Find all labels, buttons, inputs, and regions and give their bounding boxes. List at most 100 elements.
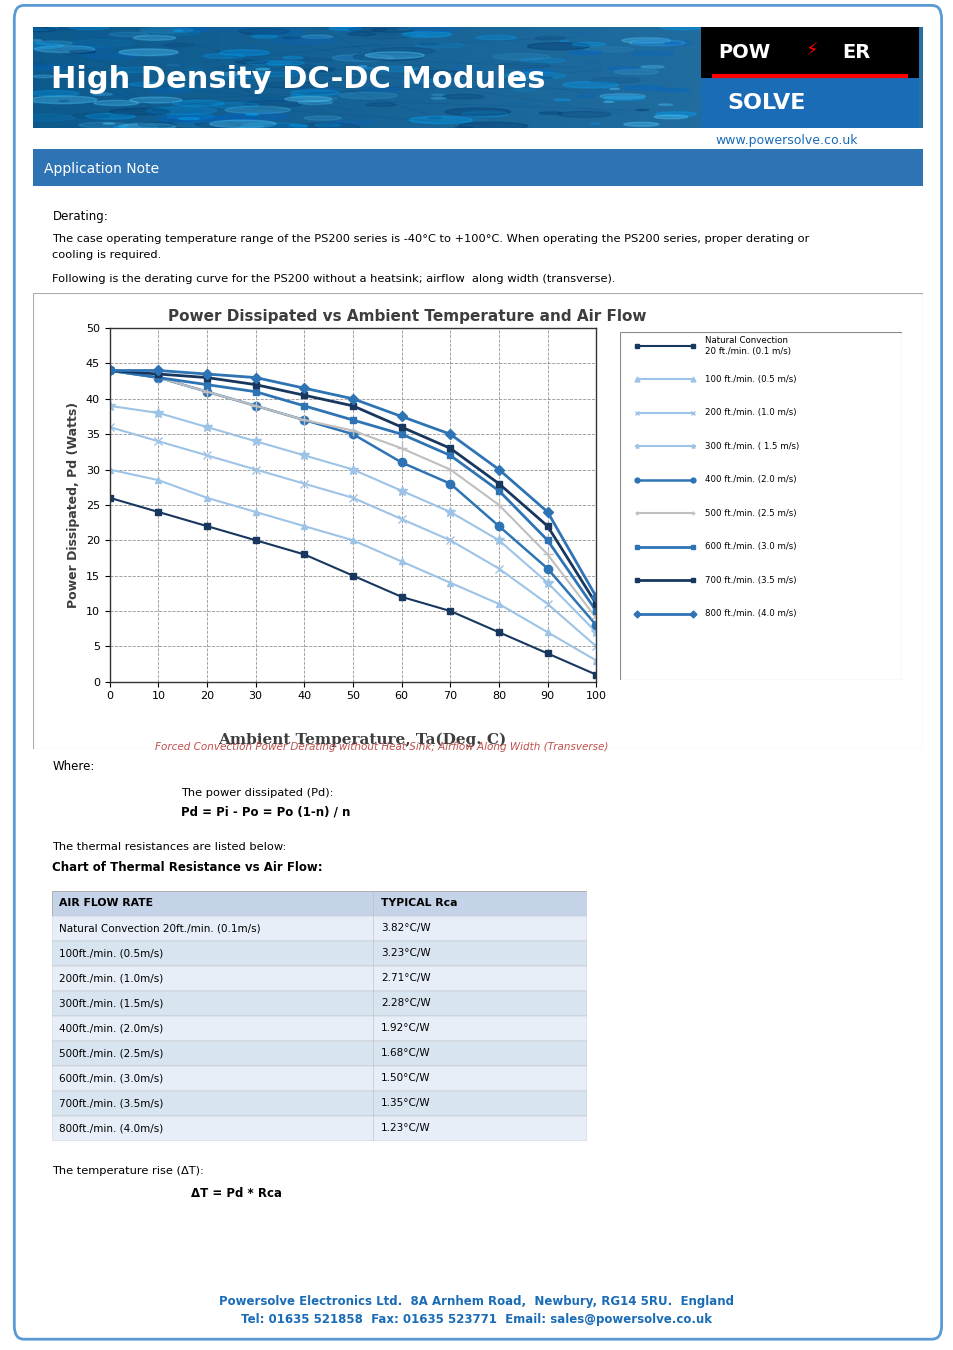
600 ft./min. (3.0 m/s)	[590, 603, 601, 620]
Circle shape	[362, 34, 410, 39]
Text: Pd = Pi - Po = Po (1-n) / n: Pd = Pi - Po = Po (1-n) / n	[181, 806, 351, 818]
Circle shape	[292, 57, 309, 58]
Circle shape	[71, 32, 129, 39]
100 ft./min. (0.5 m/s)	[201, 490, 213, 506]
Text: 400ft./min. (2.0m/s): 400ft./min. (2.0m/s)	[59, 1023, 163, 1033]
Natural Convection
20 ft./min. (0.1 m/s)	[298, 547, 310, 563]
Circle shape	[493, 54, 550, 59]
Bar	[539, 27, 549, 128]
Text: 2.28°C/W: 2.28°C/W	[380, 999, 430, 1008]
Circle shape	[17, 27, 56, 32]
Circle shape	[69, 39, 133, 47]
300 ft./min. ( 1.5 m/s)	[152, 405, 164, 421]
Circle shape	[314, 27, 334, 28]
400 ft./min. (2.0 m/s)	[201, 383, 213, 400]
200 ft./min. (1.0 m/s)	[444, 532, 456, 548]
200 ft./min. (1.0 m/s)	[493, 560, 504, 576]
Circle shape	[181, 120, 197, 121]
Circle shape	[17, 115, 75, 122]
Circle shape	[606, 66, 638, 70]
200 ft./min. (1.0 m/s)	[104, 418, 115, 435]
400 ft./min. (2.0 m/s)	[104, 362, 115, 378]
Circle shape	[403, 70, 468, 78]
Natural Convection
20 ft./min. (0.1 m/s)	[493, 624, 504, 640]
Bar	[433, 27, 442, 128]
Bar	[113, 27, 122, 128]
Circle shape	[568, 51, 602, 54]
Text: Following is the derating curve for the PS200 without a heatsink; airflow  along: Following is the derating curve for the …	[52, 274, 616, 284]
Bar	[860, 27, 868, 128]
Circle shape	[579, 61, 598, 62]
200 ft./min. (1.0 m/s)	[250, 462, 261, 478]
Bar	[406, 27, 416, 128]
Text: 600ft./min. (3.0m/s): 600ft./min. (3.0m/s)	[59, 1073, 163, 1083]
Circle shape	[10, 43, 63, 49]
Circle shape	[179, 117, 199, 120]
Circle shape	[349, 27, 386, 31]
Bar	[833, 27, 841, 128]
Bar	[140, 27, 149, 128]
700 ft./min. (3.5 m/s)	[395, 418, 407, 435]
Text: 700 ft./min. (3.5 m/s): 700 ft./min. (3.5 m/s)	[703, 575, 795, 585]
Text: 500 ft./min. (2.5 m/s): 500 ft./min. (2.5 m/s)	[703, 509, 795, 517]
Text: POW: POW	[718, 43, 770, 62]
Line: 600 ft./min. (3.0 m/s): 600 ft./min. (3.0 m/s)	[106, 367, 599, 614]
Bar	[397, 27, 406, 128]
Text: 1.92°C/W: 1.92°C/W	[380, 1023, 430, 1033]
Text: 200ft./min. (1.0m/s): 200ft./min. (1.0m/s)	[59, 973, 163, 983]
Circle shape	[102, 93, 132, 96]
FancyBboxPatch shape	[52, 967, 586, 991]
Circle shape	[506, 101, 526, 104]
300 ft./min. ( 1.5 m/s)	[250, 433, 261, 450]
Bar	[193, 27, 202, 128]
Bar	[202, 27, 211, 128]
Bar	[771, 27, 780, 128]
Circle shape	[339, 92, 397, 99]
Text: Natural Convection 20ft./min. (0.1m/s): Natural Convection 20ft./min. (0.1m/s)	[59, 923, 260, 933]
Bar	[576, 27, 584, 128]
500 ft./min. (2.5 m/s)	[590, 610, 601, 626]
Circle shape	[659, 24, 703, 30]
Bar	[655, 27, 664, 128]
700 ft./min. (3.5 m/s)	[493, 475, 504, 491]
100 ft./min. (0.5 m/s)	[395, 554, 407, 570]
800 ft./min. (4.0 m/s)	[347, 390, 358, 406]
Circle shape	[372, 54, 384, 55]
Circle shape	[147, 107, 216, 115]
Circle shape	[373, 66, 417, 72]
Bar	[531, 27, 539, 128]
Circle shape	[225, 107, 290, 113]
Bar	[566, 27, 576, 128]
Line: 400 ft./min. (2.0 m/s): 400 ft./min. (2.0 m/s)	[106, 366, 599, 629]
Circle shape	[338, 27, 363, 30]
Bar	[317, 27, 327, 128]
Text: 500ft./min. (2.5m/s): 500ft./min. (2.5m/s)	[59, 1049, 163, 1058]
Bar	[184, 27, 193, 128]
Bar	[300, 27, 309, 128]
Text: Powersolve Electronics Ltd.  8A Arnhem Road,  Newbury, RG14 5RU.  England: Powersolve Electronics Ltd. 8A Arnhem Ro…	[219, 1296, 734, 1308]
100 ft./min. (0.5 m/s)	[541, 624, 553, 640]
Circle shape	[167, 113, 214, 119]
Circle shape	[562, 81, 618, 88]
Text: Application Note: Application Note	[44, 162, 159, 176]
Circle shape	[590, 77, 640, 84]
Bar	[780, 27, 788, 128]
Circle shape	[163, 43, 193, 47]
400 ft./min. (2.0 m/s)	[395, 455, 407, 471]
200 ft./min. (1.0 m/s)	[152, 433, 164, 450]
Circle shape	[537, 77, 552, 78]
Bar	[700, 27, 708, 128]
800 ft./min. (4.0 m/s)	[590, 589, 601, 605]
Line: 300 ft./min. ( 1.5 m/s): 300 ft./min. ( 1.5 m/s)	[105, 401, 600, 637]
Circle shape	[419, 43, 438, 45]
Circle shape	[584, 46, 633, 53]
500 ft./min. (2.5 m/s)	[201, 383, 213, 400]
Circle shape	[304, 116, 341, 120]
Bar	[513, 27, 522, 128]
400 ft./min. (2.0 m/s)	[298, 412, 310, 428]
FancyBboxPatch shape	[52, 1115, 586, 1141]
Circle shape	[240, 123, 307, 131]
Circle shape	[150, 89, 189, 93]
Text: The power dissipated (Pd):: The power dissipated (Pd):	[181, 788, 334, 798]
Text: Where:: Where:	[52, 760, 94, 772]
